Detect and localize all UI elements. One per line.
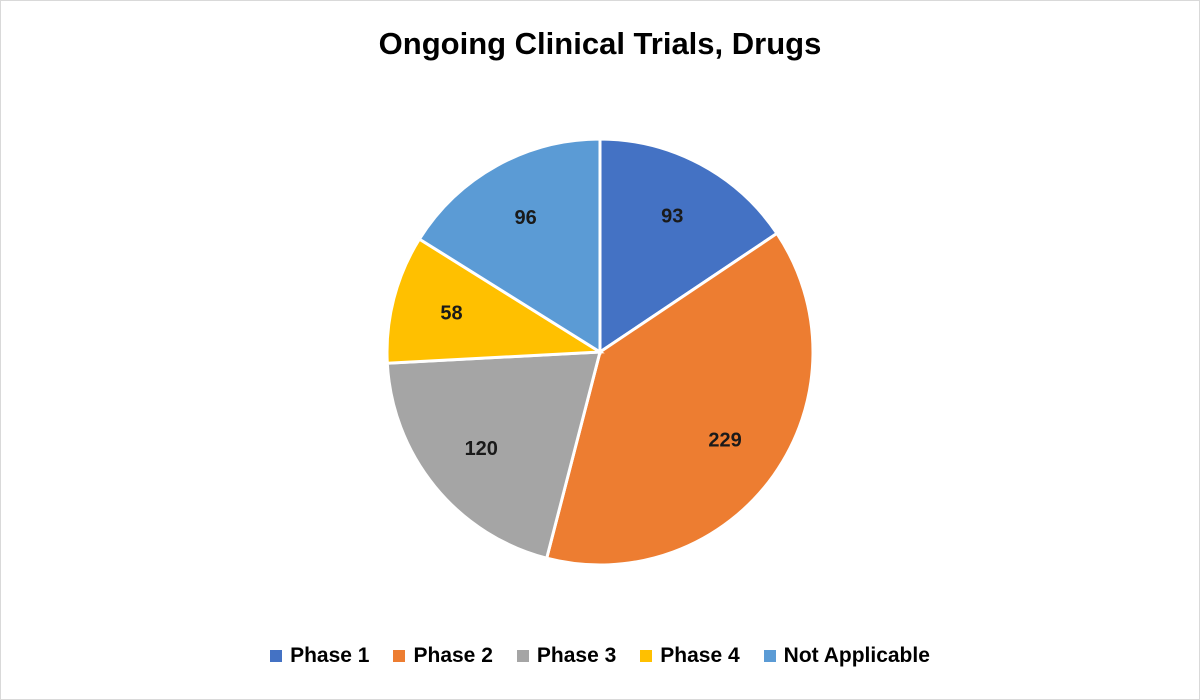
legend-swatch	[393, 650, 406, 662]
data-label-phase-2: 229	[708, 430, 741, 452]
legend-item-phase-2: Phase 2	[393, 644, 493, 668]
legend-swatch	[763, 650, 776, 662]
pie-slice-phase-1	[598, 137, 780, 355]
legend-label: Phase 1	[290, 644, 370, 667]
data-label-phase-1: 93	[661, 206, 683, 228]
legend-label: Not Applicable	[783, 644, 930, 667]
chart-title: Ongoing Clinical Trials, Drugs	[378, 26, 822, 61]
legend-item-phase-4: Phase 4	[640, 644, 740, 668]
pie-slice-phase-2	[544, 231, 815, 567]
legend-label: Phase 2	[413, 644, 493, 667]
legend-item-not-applicable: Not Applicable	[763, 644, 930, 668]
legend-swatch	[270, 650, 283, 662]
legend-item-phase-1: Phase 1	[270, 644, 369, 668]
data-label-phase-4: 58	[440, 303, 462, 325]
chart-legend: Phase 1 Phase 2 Phase 3 Phase 4 Not Applicab…	[0, 644, 1200, 668]
data-label-not-applicable: 96	[515, 207, 537, 229]
legend-item-phase-3: Phase 3	[516, 644, 617, 668]
pie-slice-not-applicable	[417, 137, 602, 355]
legend-swatch	[516, 650, 529, 662]
legend-swatch	[640, 650, 653, 662]
data-label-phase-3: 120	[465, 438, 498, 460]
legend-label: Phase 3	[536, 644, 617, 667]
legend-label: Phase 4	[660, 644, 740, 667]
pie-slice-phase-4	[385, 237, 605, 365]
pie-slice-phase-3	[385, 350, 602, 561]
